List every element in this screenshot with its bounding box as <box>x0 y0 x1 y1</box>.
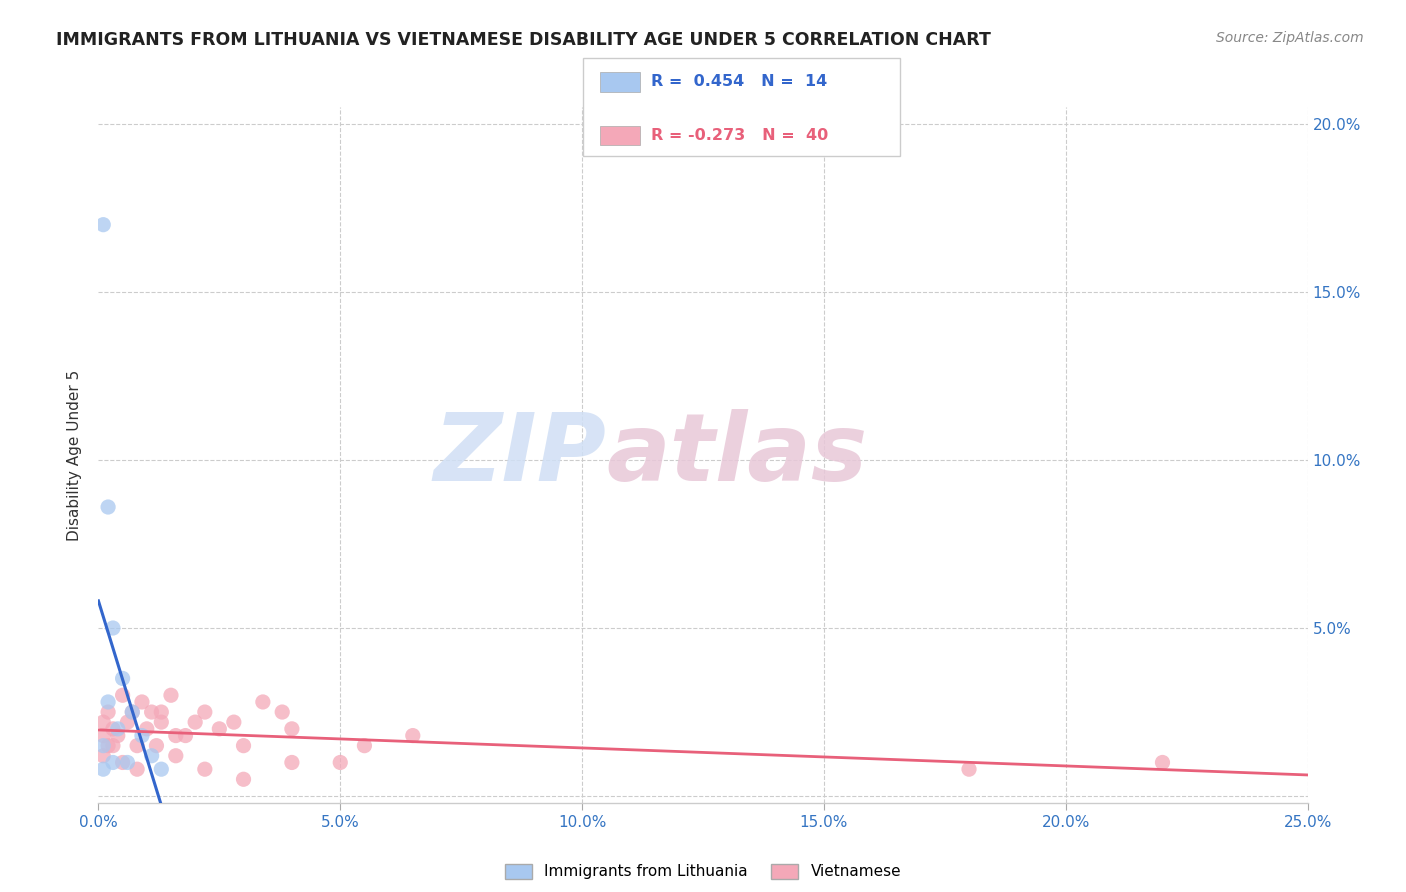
Point <box>131 729 153 743</box>
Point <box>1152 756 1174 770</box>
Point <box>232 739 254 753</box>
Point <box>101 756 124 770</box>
Text: IMMIGRANTS FROM LITHUANIA VS VIETNAMESE DISABILITY AGE UNDER 5 CORRELATION CHART: IMMIGRANTS FROM LITHUANIA VS VIETNAMESE … <box>56 31 991 49</box>
Text: ZIP: ZIP <box>433 409 606 501</box>
Point <box>281 722 304 736</box>
Point <box>194 705 217 719</box>
Point <box>402 729 425 743</box>
Point <box>271 705 294 719</box>
Y-axis label: Disability Age Under 5: Disability Age Under 5 <box>67 369 83 541</box>
Point <box>101 739 124 753</box>
Point <box>117 756 139 770</box>
Point <box>107 722 129 736</box>
Point <box>91 715 114 730</box>
Point <box>127 739 149 753</box>
Point <box>165 729 187 743</box>
Point <box>165 748 187 763</box>
Point <box>150 715 173 730</box>
Point <box>111 672 134 686</box>
Point <box>127 762 149 776</box>
Point <box>329 756 352 770</box>
Legend: Immigrants from Lithuania, Vietnamese: Immigrants from Lithuania, Vietnamese <box>499 857 907 886</box>
Point <box>184 715 207 730</box>
Point <box>150 705 173 719</box>
Point <box>160 688 183 702</box>
Point <box>101 722 124 736</box>
Point <box>97 500 120 514</box>
Point <box>232 772 254 787</box>
Point <box>91 218 114 232</box>
Point <box>131 695 153 709</box>
Point <box>91 762 114 776</box>
Point <box>194 762 217 776</box>
Point <box>145 739 167 753</box>
Text: Source: ZipAtlas.com: Source: ZipAtlas.com <box>1216 31 1364 45</box>
Point <box>97 705 120 719</box>
Point <box>174 729 197 743</box>
Point <box>111 756 134 770</box>
Point <box>141 705 163 719</box>
Point <box>117 715 139 730</box>
Point <box>121 705 143 719</box>
Text: R =  0.454   N =  14: R = 0.454 N = 14 <box>651 74 827 88</box>
Point <box>957 762 980 776</box>
Point <box>141 748 163 763</box>
Point <box>135 722 157 736</box>
Point <box>97 739 120 753</box>
Point <box>91 748 114 763</box>
Point <box>91 729 114 743</box>
Point <box>107 729 129 743</box>
Point <box>150 762 173 776</box>
Text: atlas: atlas <box>606 409 868 501</box>
Point <box>97 695 120 709</box>
Point <box>353 739 375 753</box>
Point <box>121 705 143 719</box>
Point <box>222 715 245 730</box>
Text: R = -0.273   N =  40: R = -0.273 N = 40 <box>651 128 828 143</box>
Point <box>111 688 134 702</box>
Point <box>208 722 231 736</box>
Point <box>252 695 274 709</box>
Point <box>91 739 114 753</box>
Point <box>101 621 124 635</box>
Point <box>281 756 304 770</box>
